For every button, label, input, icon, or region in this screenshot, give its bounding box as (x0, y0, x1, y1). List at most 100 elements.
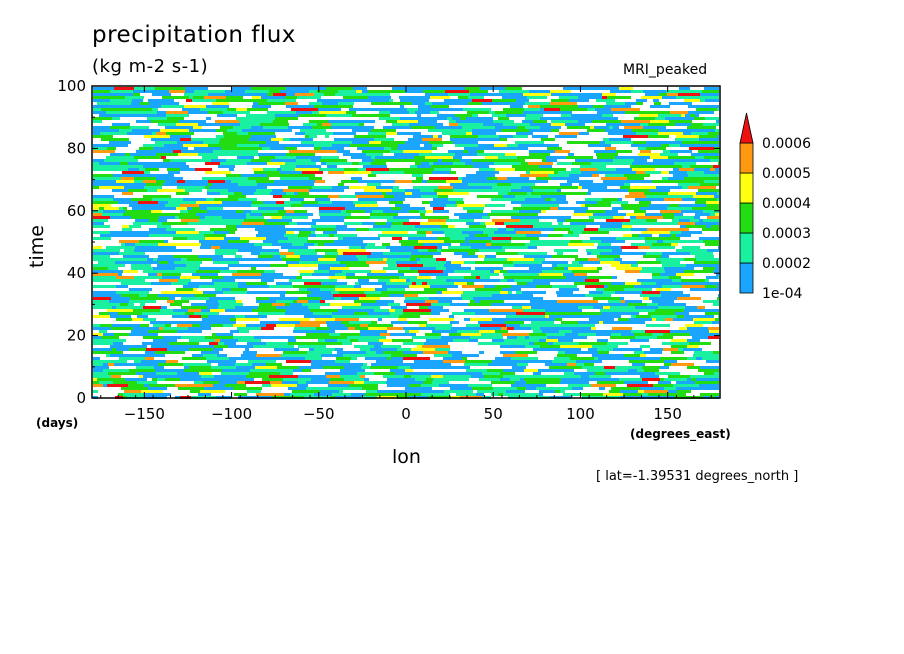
field-cell (181, 336, 205, 339)
field-cell (422, 201, 430, 204)
field-cell (262, 147, 270, 150)
field-cell (468, 384, 492, 387)
field-cell (93, 246, 102, 249)
field-cell (498, 312, 516, 315)
field-cell (175, 267, 199, 270)
field-cell (276, 144, 294, 147)
field-cell (212, 279, 235, 282)
field-cell (188, 111, 208, 114)
field-cell (478, 213, 488, 216)
field-cell (547, 147, 562, 150)
field-cell (145, 351, 155, 354)
field-cell (293, 300, 297, 303)
field-cell (116, 318, 132, 321)
colorbar-segment (739, 232, 754, 264)
field-cell (504, 93, 523, 96)
field-cell (545, 198, 551, 201)
field-cell (267, 99, 296, 102)
field-cell (291, 321, 300, 324)
field-cell (308, 306, 320, 309)
field-cell (323, 255, 337, 258)
field-cell (309, 90, 317, 93)
field-cell (585, 198, 602, 201)
field-cell (222, 369, 238, 372)
field-cell (713, 351, 719, 354)
field-cell (320, 300, 325, 303)
field-cell (272, 189, 283, 192)
field-cell (238, 285, 253, 288)
field-cell (558, 225, 574, 228)
field-cell (705, 243, 719, 246)
field-cell (527, 282, 550, 285)
field-cell (522, 315, 545, 318)
field-cell (298, 381, 306, 384)
field-cell (495, 111, 523, 114)
field-cell (93, 180, 116, 183)
field-cell (655, 117, 665, 120)
field-cell (374, 138, 380, 141)
field-cell (102, 213, 123, 216)
field-cell (180, 204, 199, 207)
field-cell (335, 228, 356, 231)
field-cell (245, 90, 269, 93)
field-cell (264, 222, 289, 225)
field-cell (184, 105, 206, 108)
field-cell (552, 360, 576, 363)
field-cell (356, 363, 363, 366)
field-cell (669, 276, 681, 279)
field-cell (252, 105, 271, 108)
field-cell (110, 315, 131, 318)
field-cell (667, 93, 678, 96)
field-cell (678, 222, 695, 225)
field-cell (465, 240, 469, 243)
field-cell (206, 300, 218, 303)
field-cell (448, 150, 463, 153)
field-cell (567, 126, 577, 129)
field-cell (551, 123, 565, 126)
field-cell (158, 201, 168, 204)
field-cell (381, 141, 405, 144)
field-cell (383, 210, 409, 213)
field-cell (273, 120, 288, 123)
field-cell (501, 159, 525, 162)
field-cell (131, 102, 140, 105)
field-cell (152, 108, 158, 111)
field-cell (405, 330, 409, 333)
field-cell (715, 168, 719, 171)
field-cell (506, 390, 525, 393)
field-cell (421, 393, 450, 396)
field-cell (325, 372, 351, 375)
field-cell (454, 282, 467, 285)
field-cell (245, 315, 267, 318)
field-cell (688, 111, 714, 114)
field-cell (349, 186, 376, 189)
field-cell (526, 387, 536, 390)
field-cell (254, 192, 270, 195)
field-cell (717, 285, 719, 288)
field-cell (428, 219, 446, 222)
field-cell (386, 246, 414, 249)
field-cell (455, 114, 461, 117)
field-cell (140, 297, 169, 300)
field-cell (495, 126, 517, 129)
field-cell (93, 207, 99, 210)
field-cell (122, 192, 133, 195)
field-cell (654, 102, 661, 105)
field-cell (558, 222, 563, 225)
field-cell (93, 87, 114, 90)
field-cell (275, 117, 298, 120)
field-cell (159, 216, 175, 219)
field-cell (516, 132, 533, 135)
field-cell (630, 165, 659, 168)
field-cell (311, 360, 335, 363)
field-cell (278, 240, 307, 243)
field-cell (195, 168, 212, 171)
field-cell (677, 315, 684, 318)
field-cell (680, 144, 708, 147)
field-cell (144, 135, 170, 138)
field-cell (486, 372, 500, 375)
field-cell (232, 273, 261, 276)
field-cell (307, 240, 334, 243)
field-cell (704, 87, 719, 90)
field-cell (453, 162, 465, 165)
